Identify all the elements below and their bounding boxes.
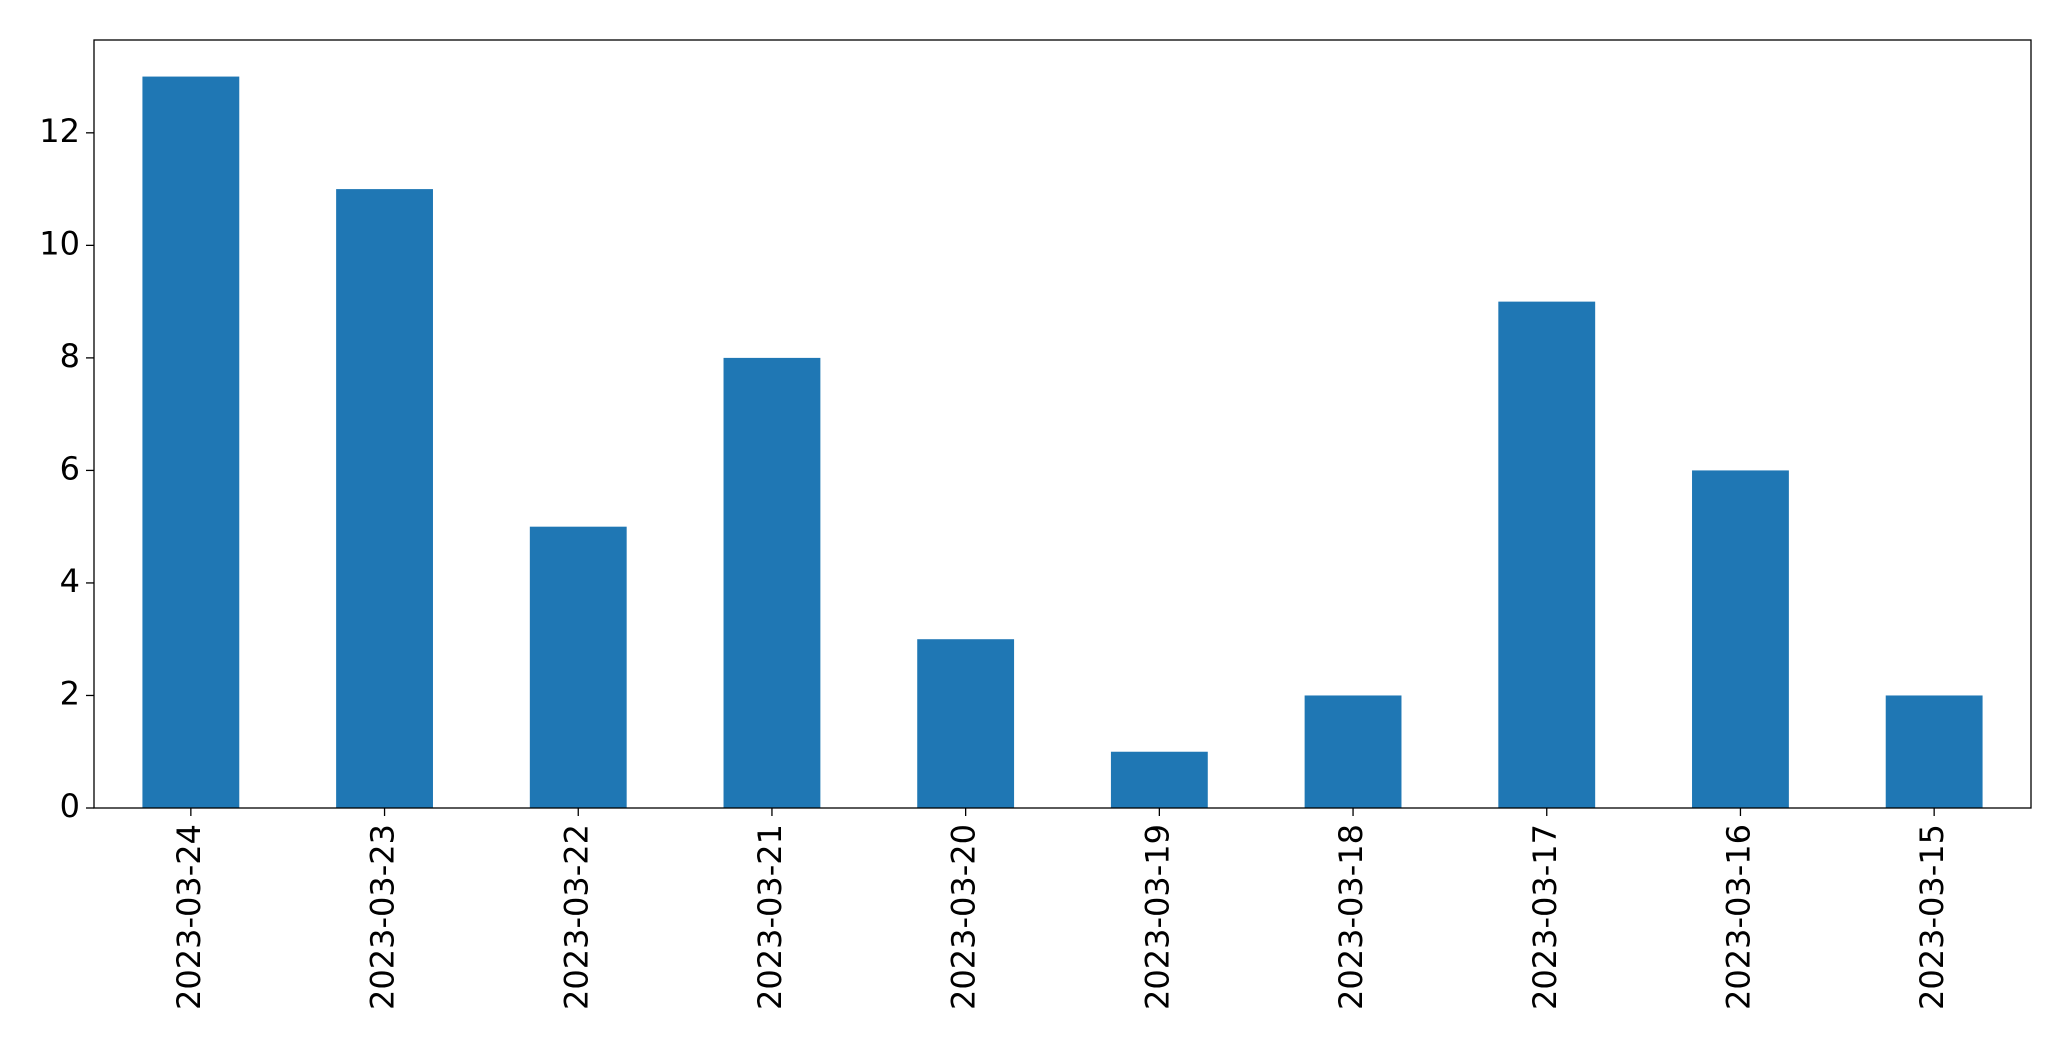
bar <box>723 357 821 808</box>
bar <box>1110 751 1208 808</box>
plot-frame <box>93 39 2032 809</box>
bar <box>1885 695 1983 808</box>
bar <box>336 189 433 809</box>
bar <box>529 526 627 808</box>
bar <box>1498 301 1596 808</box>
x-tick-label: 2023-03-20 <box>945 824 983 1010</box>
y-tick-label: 0 <box>60 787 80 825</box>
x-tick-label: 2023-03-21 <box>751 824 789 1010</box>
y-tick-label: 4 <box>60 562 80 600</box>
x-tick-label: 2023-03-19 <box>1138 824 1176 1010</box>
x-tick-label: 2023-03-22 <box>557 824 595 1010</box>
bar <box>917 639 1015 808</box>
y-tick-label: 12 <box>39 112 80 150</box>
y-tick-label: 6 <box>60 449 80 487</box>
bar <box>1692 470 1789 808</box>
x-tick-label: 2023-03-16 <box>1719 824 1757 1010</box>
x-tick-label: 2023-03-17 <box>1526 824 1564 1010</box>
y-tick-label: 2 <box>60 674 80 712</box>
y-tick-label: 10 <box>39 224 80 262</box>
bar <box>1304 695 1402 808</box>
y-tick-label: 8 <box>60 337 80 375</box>
x-tick-label: 2023-03-24 <box>170 824 208 1010</box>
x-tick-label: 2023-03-15 <box>1913 824 1951 1010</box>
x-tick-label: 2023-03-23 <box>364 824 402 1010</box>
bar <box>142 76 240 809</box>
x-tick-label: 2023-03-18 <box>1332 824 1370 1010</box>
